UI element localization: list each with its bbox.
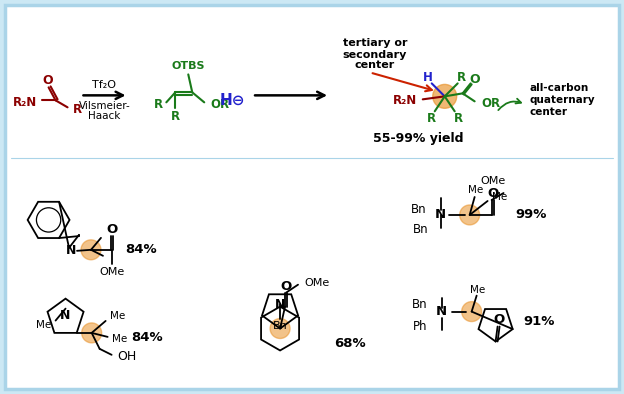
Ellipse shape xyxy=(81,240,101,260)
Text: O: O xyxy=(493,313,504,326)
Text: 84%: 84% xyxy=(125,243,157,256)
Text: O: O xyxy=(487,186,498,199)
Text: Vilsmeier-: Vilsmeier- xyxy=(79,101,130,112)
Text: OMe: OMe xyxy=(99,267,125,277)
FancyBboxPatch shape xyxy=(5,5,619,389)
Text: R: R xyxy=(154,98,163,111)
Text: Bn: Bn xyxy=(411,203,427,216)
Text: Tf₂O: Tf₂O xyxy=(92,80,117,90)
Text: center: center xyxy=(530,107,567,117)
Text: N: N xyxy=(66,244,76,257)
Text: R: R xyxy=(427,112,436,125)
Text: H⊖: H⊖ xyxy=(220,93,245,108)
Text: R₂N: R₂N xyxy=(392,94,417,107)
Ellipse shape xyxy=(462,302,482,322)
Text: R: R xyxy=(171,110,180,123)
Text: OR: OR xyxy=(210,98,230,111)
Ellipse shape xyxy=(432,84,457,108)
Text: OMe: OMe xyxy=(480,176,505,186)
Text: O: O xyxy=(280,280,291,293)
Ellipse shape xyxy=(82,323,102,343)
Text: center: center xyxy=(354,60,395,71)
Text: secondary: secondary xyxy=(343,50,407,59)
Text: R: R xyxy=(457,71,466,84)
Text: R₂N: R₂N xyxy=(13,96,37,109)
Text: Me: Me xyxy=(36,320,52,329)
Text: 91%: 91% xyxy=(524,315,555,328)
Text: tertiary or: tertiary or xyxy=(343,37,407,48)
Text: OH: OH xyxy=(117,350,137,363)
Text: Bn: Bn xyxy=(413,223,429,236)
Text: Haack: Haack xyxy=(88,111,120,121)
Text: N: N xyxy=(435,208,446,221)
Text: Me: Me xyxy=(470,285,485,295)
Text: N: N xyxy=(61,309,71,322)
Text: N: N xyxy=(436,305,447,318)
Text: 68%: 68% xyxy=(334,337,366,350)
Text: OMe: OMe xyxy=(304,278,329,288)
Text: Bn: Bn xyxy=(412,298,427,311)
Text: 99%: 99% xyxy=(516,208,547,221)
Text: N: N xyxy=(275,298,285,311)
Text: 55-99% yield: 55-99% yield xyxy=(373,132,463,145)
Ellipse shape xyxy=(460,205,480,225)
Text: OR: OR xyxy=(482,97,500,110)
Text: O: O xyxy=(106,223,117,236)
Text: Bn: Bn xyxy=(273,321,288,331)
Text: Me: Me xyxy=(468,185,483,195)
Ellipse shape xyxy=(270,319,290,338)
Text: quaternary: quaternary xyxy=(530,95,595,105)
Text: all-carbon: all-carbon xyxy=(530,84,589,93)
Text: O: O xyxy=(42,74,53,87)
Text: Me: Me xyxy=(112,334,127,344)
Text: H: H xyxy=(423,71,432,84)
Text: 84%: 84% xyxy=(132,331,163,344)
Text: Me: Me xyxy=(110,311,125,321)
Text: OTBS: OTBS xyxy=(172,61,205,71)
Text: Me: Me xyxy=(492,192,507,202)
Text: Ph: Ph xyxy=(413,320,427,333)
Text: O: O xyxy=(469,73,480,86)
Text: R: R xyxy=(454,112,463,125)
Text: R: R xyxy=(72,103,82,116)
